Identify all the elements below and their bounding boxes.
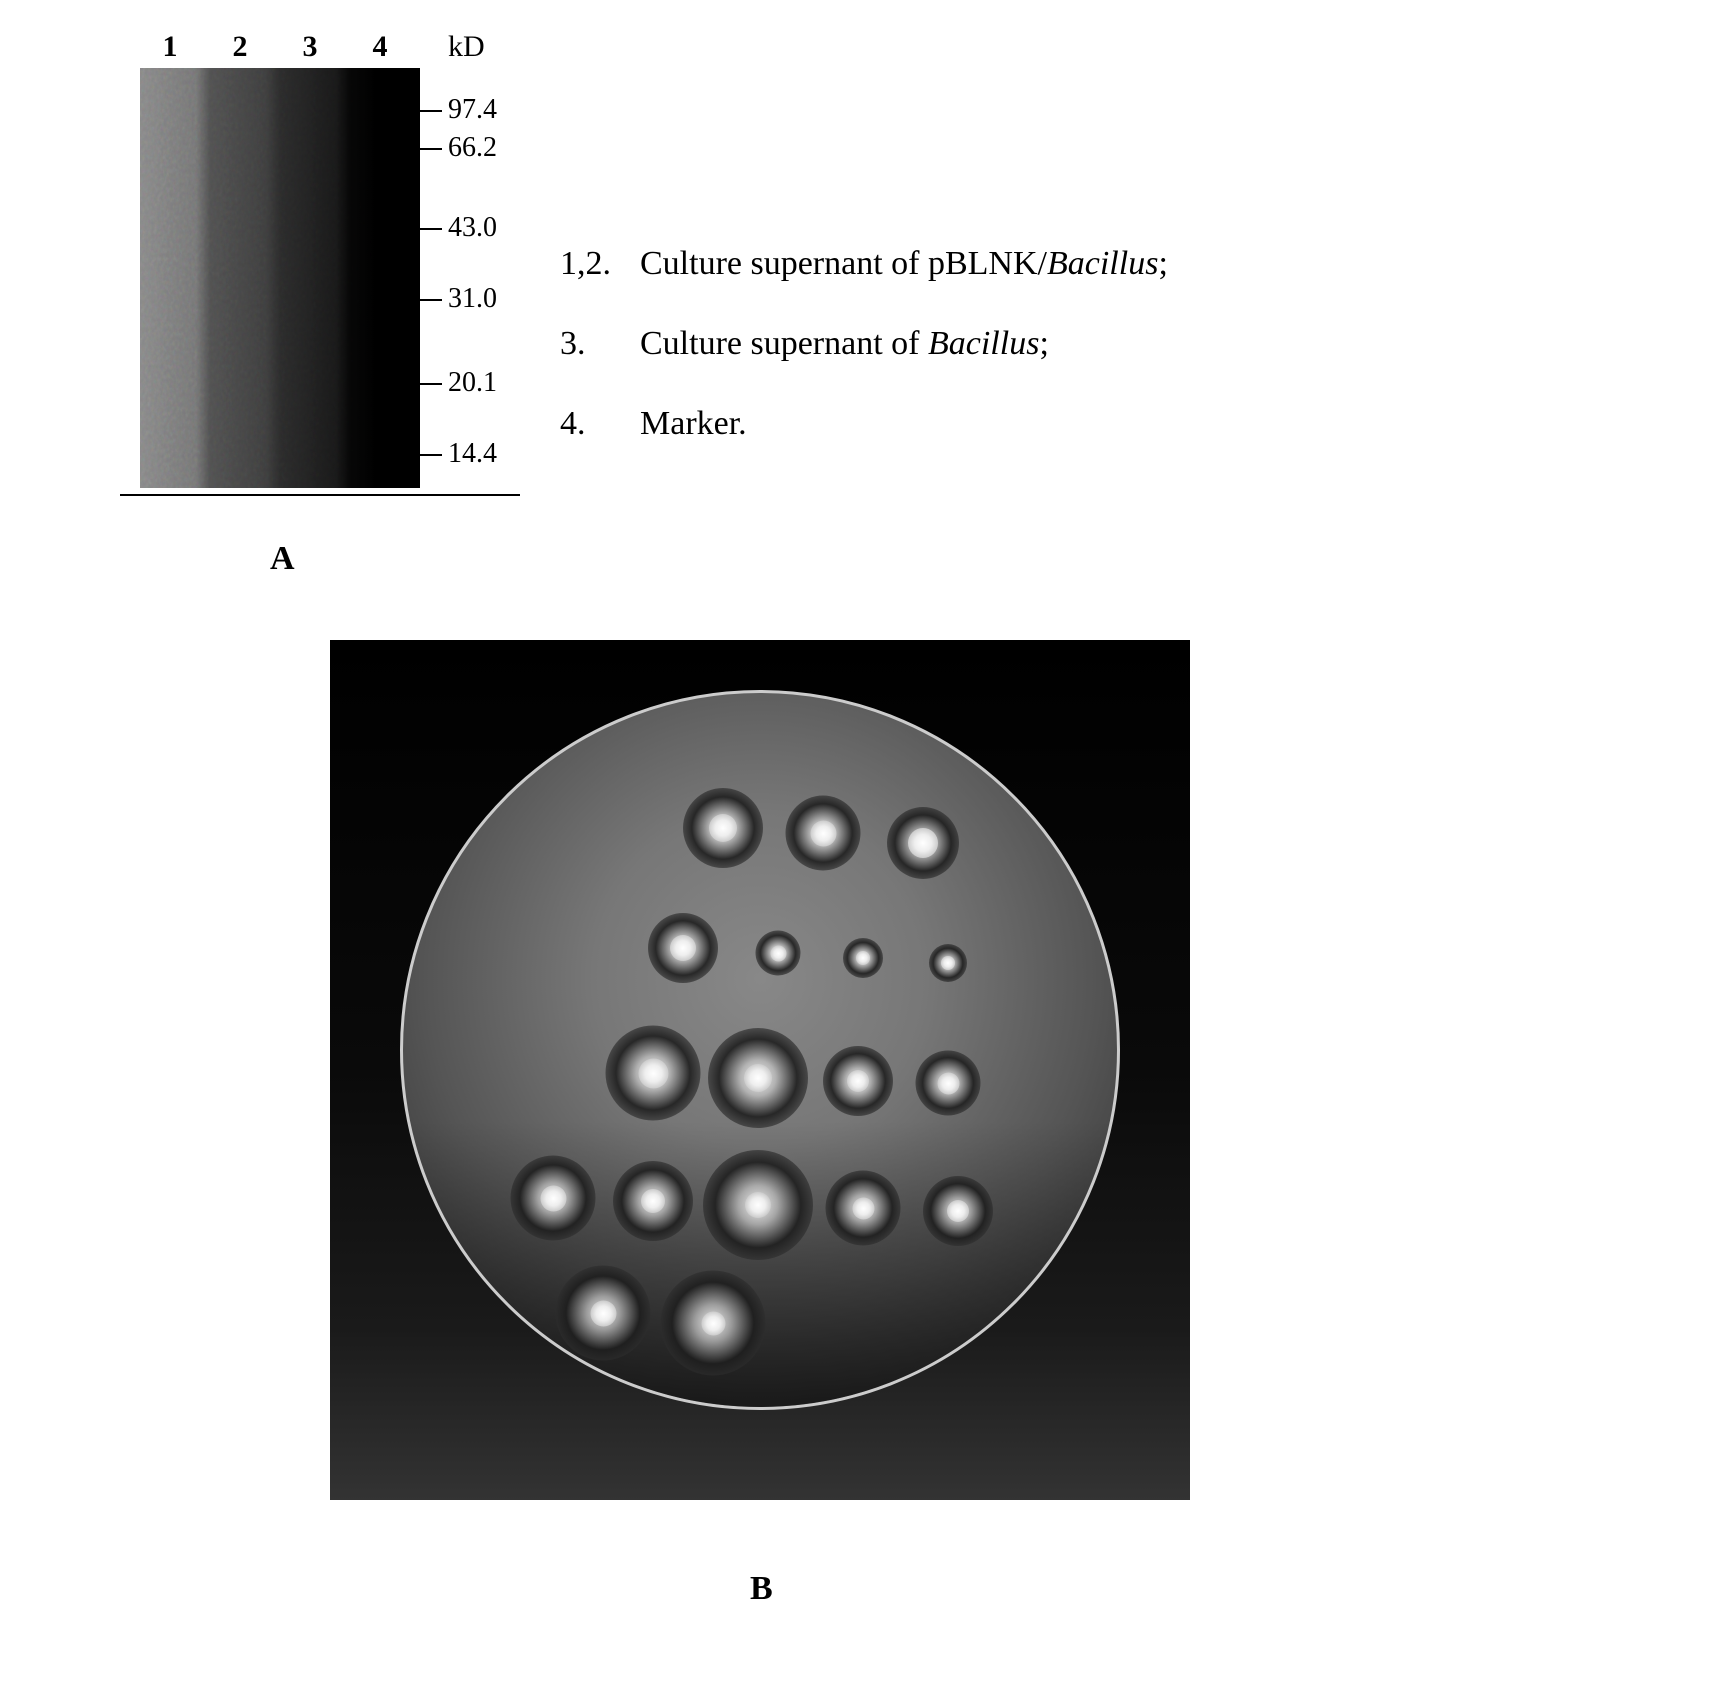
unit-label: kD [448,30,485,64]
colony-center [641,1189,665,1213]
legend-num: 1,2. [560,230,640,298]
lane-label-2: 2 [230,30,250,64]
colony [661,1271,766,1376]
colony [923,1176,993,1246]
plate-circle [400,690,1120,1410]
colony [887,807,959,879]
colony [708,1028,808,1128]
marker-label: 66.2 [448,132,497,164]
lane-label-1: 1 [160,30,180,64]
colony-center [937,1072,959,1094]
legend-text: Culture supernant of Bacillus; [640,310,1049,378]
panel-label-b: B [750,1570,773,1608]
colony-center [908,828,938,858]
colony-center [590,1300,616,1326]
legend-num: 3. [560,310,640,378]
gel-bottom-line [120,494,520,496]
colony [929,944,967,982]
colony-center [744,1064,772,1092]
legend-text: Culture supernant of pBLNK/Bacillus; [640,230,1168,298]
colony-center [770,945,786,961]
marker-label: 20.1 [448,367,497,399]
panel-b [330,640,1230,1500]
colony [613,1161,693,1241]
colony-center [856,951,870,965]
colony-center [745,1192,771,1218]
colony-center [852,1197,874,1219]
marker-tick [420,299,442,301]
colony [786,796,861,871]
marker-tick [420,383,442,385]
gel-image [140,68,420,488]
colony [843,938,883,978]
colony-center [670,935,696,961]
marker-tick [420,110,442,112]
colony-center [701,1311,725,1335]
colony-center [847,1070,869,1092]
legend: 1,2.Culture supernant of pBLNK/Bacillus;… [560,230,1168,470]
marker-tick [420,454,442,456]
colony [823,1046,893,1116]
colony [916,1051,981,1116]
colony [683,788,763,868]
colony [648,913,718,983]
colony [556,1266,651,1361]
plate-container [330,640,1190,1500]
marker-label: 14.4 [448,438,497,470]
marker-tick [420,228,442,230]
gel-container: 1 2 3 4 kD 97.466.243.031.020.114.4 [140,30,460,490]
colony-center [540,1185,566,1211]
colony-center [810,820,836,846]
legend-row: 3.Culture supernant of Bacillus; [560,310,1168,378]
colony [606,1026,701,1121]
marker-label: 97.4 [448,94,497,126]
colony-center [941,956,955,970]
lane-labels: 1 2 3 4 [160,30,390,64]
panel-label-a: A [270,540,295,578]
colony-center [638,1058,668,1088]
marker-label: 43.0 [448,212,497,244]
colony-center [947,1200,969,1222]
legend-num: 4. [560,390,640,458]
colony [703,1150,813,1260]
lane-label-3: 3 [300,30,320,64]
gel-noise [140,68,420,488]
colony [826,1171,901,1246]
legend-text: Marker. [640,390,747,458]
legend-row: 4.Marker. [560,390,1168,458]
colony [756,931,801,976]
lane-label-4: 4 [370,30,390,64]
marker-tick [420,148,442,150]
colony [511,1156,596,1241]
colony-center [709,814,737,842]
legend-row: 1,2.Culture supernant of pBLNK/Bacillus; [560,230,1168,298]
marker-label: 31.0 [448,283,497,315]
